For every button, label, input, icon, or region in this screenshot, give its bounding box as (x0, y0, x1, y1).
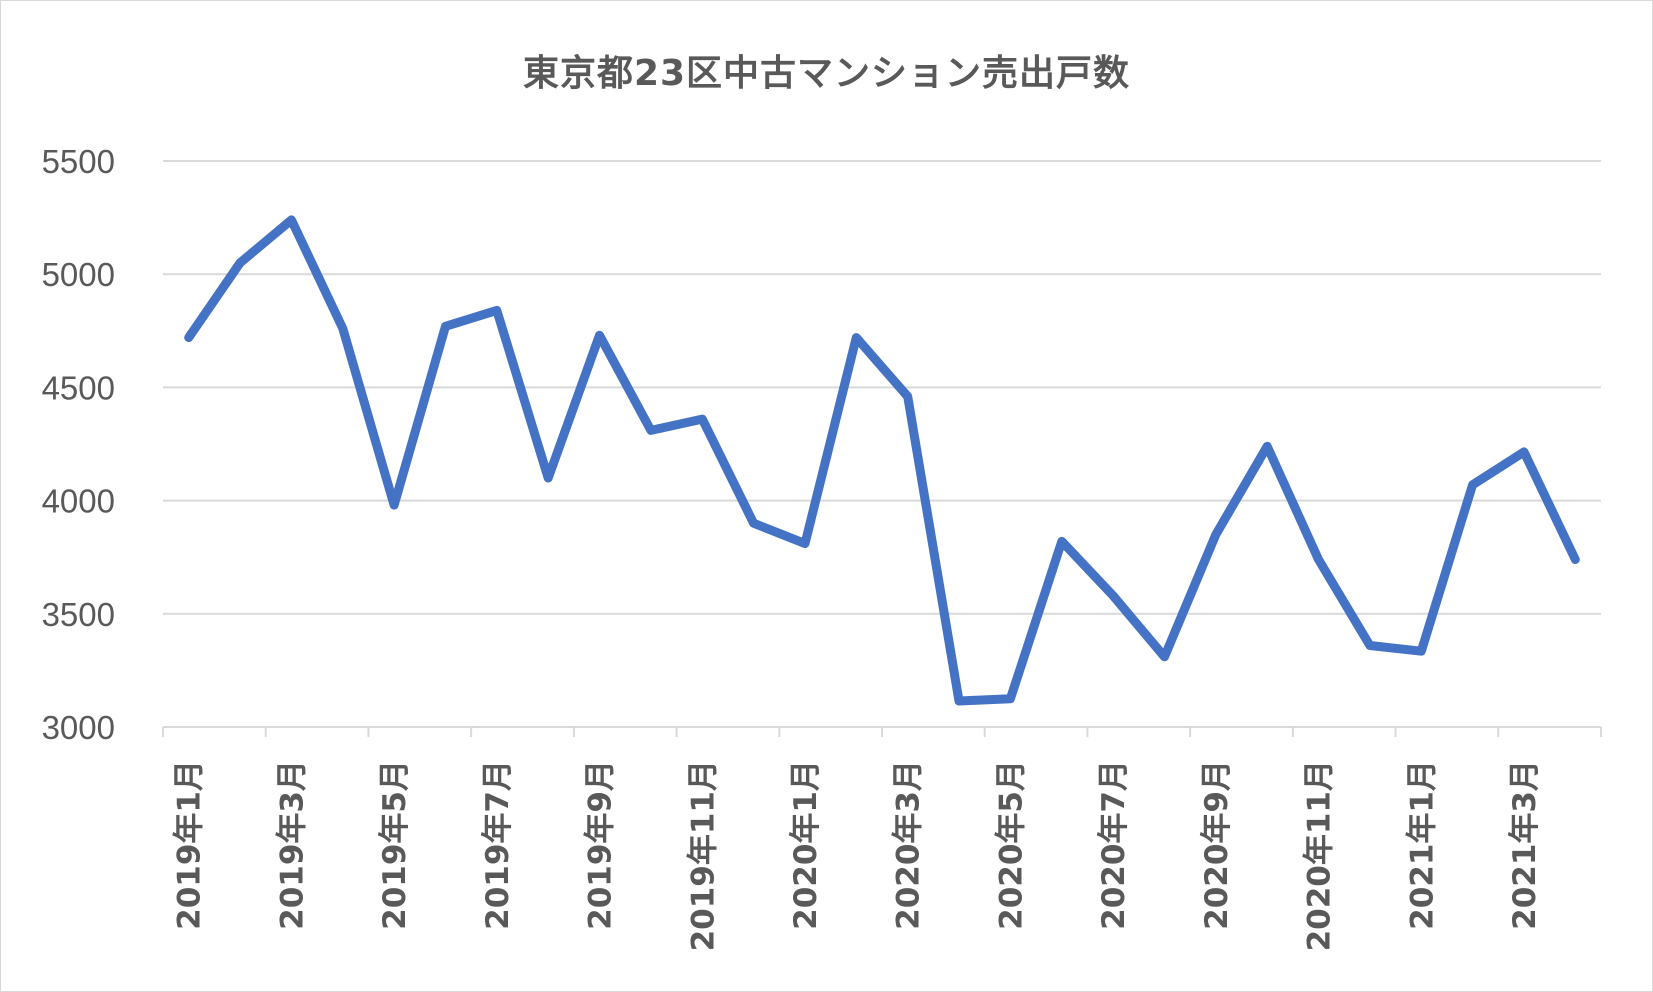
data-point (907, 395, 909, 397)
x-tick-label: 2020年9月 (1199, 760, 1235, 930)
data-point (444, 325, 446, 327)
y-tick-label: 5000 (42, 256, 115, 293)
y-tick-label: 5500 (42, 143, 115, 180)
chart-title: 東京都23区中古マンション売出戸数 (522, 53, 1131, 94)
x-axis-tick-labels: 2019年1月 2019年3月 2019年5月 2019年7月 2019年9月 2019年… (172, 760, 1543, 951)
x-tick-label: 2020年3月 (891, 760, 927, 930)
gridlines (163, 160, 1601, 615)
data-point (958, 700, 960, 702)
series-line-group (184, 215, 1580, 706)
y-axis-ticks: 3000 3500 4000 4500 5000 5500 (42, 143, 115, 746)
data-point (1318, 558, 1320, 560)
data-point (342, 328, 344, 330)
data-point (239, 262, 241, 264)
data-point (1009, 698, 1011, 700)
data-point (599, 334, 601, 336)
x-tick-label: 2019年9月 (583, 760, 619, 930)
data-point (1472, 484, 1474, 486)
data-point (1163, 656, 1165, 658)
data-point (1061, 540, 1063, 542)
y-tick-label: 3500 (42, 596, 115, 633)
x-tick-label: 2020年1月 (788, 760, 824, 930)
data-point (496, 309, 498, 311)
data-point (393, 504, 395, 506)
x-tick-label: 2020年7月 (1096, 760, 1132, 930)
data-point (1523, 451, 1525, 453)
x-tick-label: 2021年3月 (1507, 760, 1543, 930)
data-point (1574, 558, 1576, 560)
data-point (1266, 445, 1268, 447)
x-tick-label: 2021年1月 (1404, 760, 1440, 930)
data-point (1420, 650, 1422, 652)
data-point (1112, 595, 1114, 597)
data-point (804, 543, 806, 545)
data-point (753, 522, 755, 524)
data-point (290, 219, 292, 221)
x-tick-label: 2020年5月 (993, 760, 1029, 930)
y-tick-label: 3000 (42, 709, 115, 746)
x-axis (162, 726, 1602, 737)
x-tick-label: 2019年3月 (274, 760, 310, 930)
x-tick-label: 2019年1月 (172, 760, 208, 930)
data-point (650, 429, 652, 431)
data-point (547, 477, 549, 479)
data-point (1215, 534, 1217, 536)
series-line (184, 215, 1580, 706)
x-tick-label: 2019年11月 (685, 760, 721, 951)
y-tick-label: 4500 (42, 369, 115, 406)
data-point (701, 418, 703, 420)
y-tick-label: 4000 (42, 483, 115, 520)
data-point (1369, 644, 1371, 646)
x-tick-label: 2019年5月 (377, 760, 413, 930)
x-tick-label: 2020年11月 (1302, 760, 1338, 951)
x-tick-label: 2019年7月 (480, 760, 516, 930)
data-point (855, 337, 857, 339)
data-point (188, 337, 190, 339)
